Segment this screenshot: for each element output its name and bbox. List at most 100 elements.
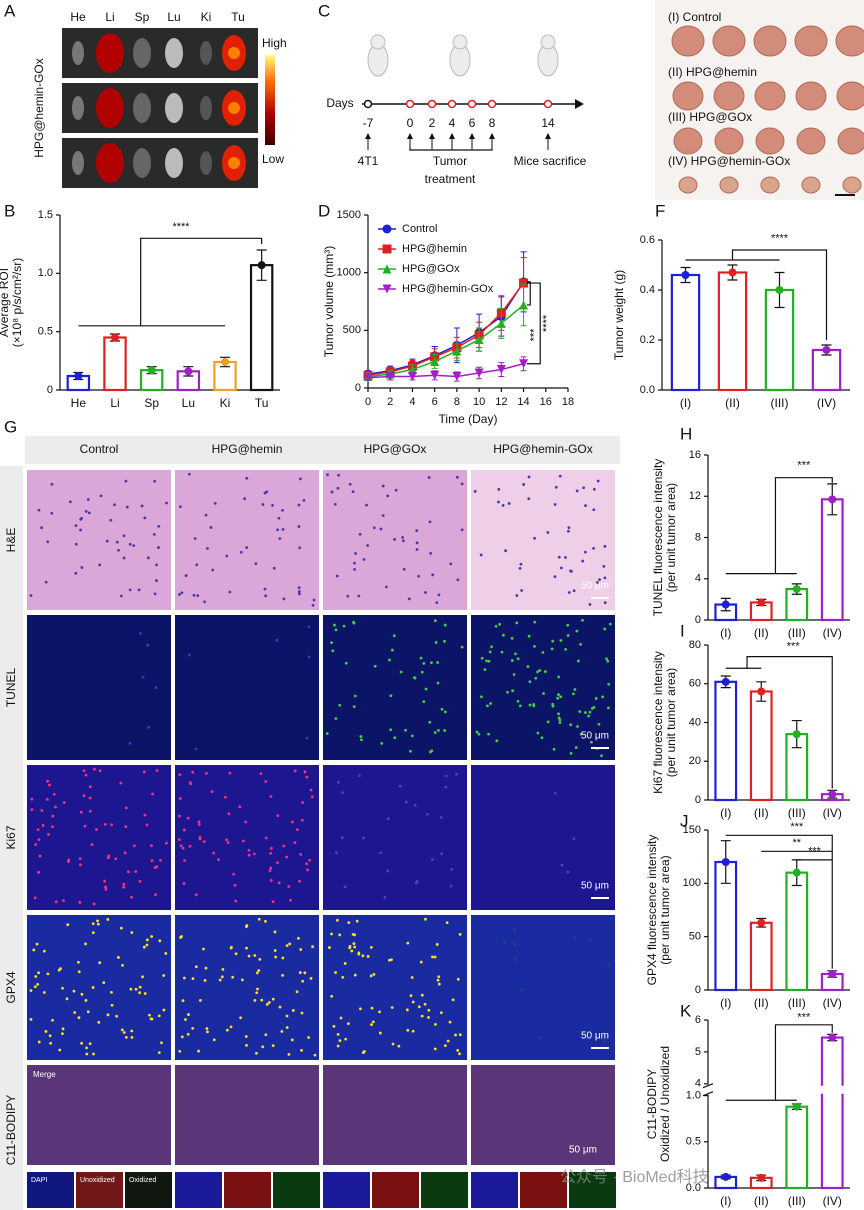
cell xyxy=(420,993,424,997)
cell xyxy=(178,814,181,818)
cell xyxy=(307,1036,311,1039)
cell xyxy=(247,848,251,852)
cell xyxy=(366,544,370,547)
cell xyxy=(37,838,41,842)
cell xyxy=(203,600,206,604)
cell xyxy=(122,556,126,560)
cell xyxy=(157,546,160,549)
organ-label: Tu xyxy=(231,10,245,24)
marker xyxy=(496,365,506,375)
column-label: HPG@hemin-GOx xyxy=(493,442,593,456)
y-tick-label: 0 xyxy=(695,984,701,996)
cell xyxy=(48,1034,52,1038)
cell xyxy=(225,1028,229,1032)
cell xyxy=(153,592,157,596)
significance-bracket xyxy=(731,249,828,340)
y-tick-label: 4 xyxy=(695,1078,701,1090)
cell xyxy=(303,770,307,774)
bar xyxy=(785,1105,809,1190)
cell xyxy=(229,945,233,949)
cell xyxy=(209,526,213,529)
cell xyxy=(450,867,454,871)
y-tick-label: 0.6 xyxy=(640,234,655,246)
event-arrowhead xyxy=(407,133,413,139)
cell xyxy=(29,1017,33,1021)
cell xyxy=(98,961,102,965)
cell xyxy=(513,943,516,946)
mouse-head xyxy=(370,34,386,50)
cell xyxy=(309,977,313,980)
cell xyxy=(506,690,509,694)
cell xyxy=(558,474,562,478)
cell xyxy=(413,803,417,807)
cell xyxy=(128,741,132,745)
channel-thumb xyxy=(27,1172,74,1208)
x-tick-label: 4 xyxy=(409,396,415,408)
bar-point xyxy=(828,495,837,504)
channel-label: Oxidized xyxy=(129,1177,156,1184)
organ xyxy=(96,33,124,73)
cell xyxy=(104,885,107,889)
channel-thumb xyxy=(273,1172,320,1208)
cell xyxy=(106,1013,110,1017)
cell xyxy=(603,576,607,580)
cell xyxy=(231,975,235,979)
cell xyxy=(87,511,91,515)
cell xyxy=(446,1039,450,1043)
bar xyxy=(103,336,127,392)
cell xyxy=(291,1009,295,1012)
micrograph xyxy=(323,765,467,910)
cell xyxy=(102,981,106,985)
cell xyxy=(160,1041,163,1045)
cell xyxy=(83,824,87,828)
cell xyxy=(40,526,43,530)
cell xyxy=(360,738,363,742)
cell xyxy=(415,548,419,551)
organ-label: Li xyxy=(105,10,114,24)
cell xyxy=(429,551,433,555)
cell xyxy=(510,636,514,640)
cell xyxy=(344,1037,348,1041)
cell xyxy=(274,955,278,959)
channel-thumb xyxy=(421,1172,468,1208)
cell xyxy=(428,720,432,724)
cell xyxy=(425,812,429,816)
cell xyxy=(325,732,329,735)
cell xyxy=(301,979,305,983)
cell xyxy=(553,791,557,795)
cell xyxy=(407,597,411,601)
cell xyxy=(552,747,556,751)
cell xyxy=(239,1016,243,1020)
column-label: Control xyxy=(80,442,119,456)
cell xyxy=(498,622,502,626)
organ xyxy=(200,96,212,120)
cell xyxy=(513,928,517,932)
cell xyxy=(74,571,78,575)
color-bar xyxy=(265,55,275,145)
cell xyxy=(559,566,563,570)
cell xyxy=(84,999,88,1002)
day-label: 14 xyxy=(541,116,555,130)
cell xyxy=(406,1028,410,1032)
cell xyxy=(538,669,542,672)
cell xyxy=(333,623,336,627)
cell xyxy=(62,899,65,903)
bar-point xyxy=(721,858,730,866)
event-label: Tumor xyxy=(433,154,467,168)
x-tick-label: (IV) xyxy=(823,806,842,820)
cell xyxy=(212,1038,216,1042)
bar-point xyxy=(184,367,193,376)
cell xyxy=(123,851,127,855)
x-tick-label: (II) xyxy=(754,1194,769,1208)
cell xyxy=(273,930,277,934)
tumor-photo xyxy=(755,127,785,155)
cell xyxy=(522,483,526,486)
cell xyxy=(334,971,337,974)
bar xyxy=(820,498,844,622)
cell xyxy=(74,542,78,546)
cell xyxy=(122,882,126,886)
cell xyxy=(273,949,277,952)
organ xyxy=(165,38,183,68)
cell xyxy=(584,504,587,508)
significance-bracket xyxy=(746,656,833,789)
